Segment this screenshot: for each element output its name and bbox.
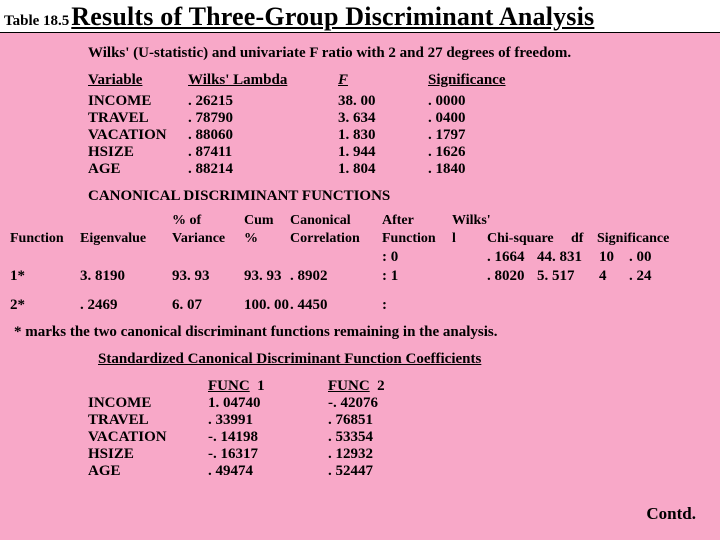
section1-header-row: Variable Wilks' Lambda F Significance bbox=[88, 72, 712, 89]
section2-header-row2: Function Eigenvalue Variance % Correlati… bbox=[10, 231, 712, 247]
table-label: Table 18.5 bbox=[4, 13, 69, 30]
section2-header-row1: % of Cum Canonical After Wilks' bbox=[10, 213, 712, 229]
content-area: Wilks' (U-statistic) and univariate F ra… bbox=[0, 32, 720, 480]
section3-header: FUNC 1 FUNC 2 bbox=[88, 378, 712, 395]
hdr-wilks-lambda: Wilks' Lambda bbox=[188, 72, 338, 89]
table-row: : 0 . 1664 44. 831 10 . 00 bbox=[10, 249, 712, 266]
table-row: AGE . 49474. 52447 bbox=[88, 463, 712, 480]
section2-caption: CANONICAL DISCRIMINANT FUNCTIONS bbox=[88, 188, 712, 205]
section1-data: INCOME. 2621538. 00. 0000 TRAVEL. 787903… bbox=[88, 93, 712, 178]
section1-subtitle: Wilks' (U-statistic) and univariate F ra… bbox=[88, 45, 712, 62]
page-title: Results of Three-Group Discriminant Anal… bbox=[71, 2, 594, 32]
table-row: VACATION. 880601. 830. 1797 bbox=[88, 127, 712, 144]
table-row: HSIZE-. 16317. 12932 bbox=[88, 446, 712, 463]
table-row: INCOME. 2621538. 00. 0000 bbox=[88, 93, 712, 110]
table-row: TRAVEL . 33991. 76851 bbox=[88, 412, 712, 429]
table-row: TRAVEL. 787903. 634. 0400 bbox=[88, 110, 712, 127]
hdr-f: F bbox=[338, 72, 348, 88]
section3-data: INCOME1. 04740-. 42076 TRAVEL . 33991. 7… bbox=[88, 395, 712, 480]
hdr-significance: Significance bbox=[428, 72, 538, 89]
section2-footnote: * marks the two canonical discriminant f… bbox=[14, 324, 712, 341]
section3-title: Standardized Canonical Discriminant Func… bbox=[98, 351, 712, 368]
table-row: 2* . 2469 6. 07 100. 00 . 4450 : bbox=[10, 297, 712, 314]
table-row: AGE. 882141. 804. 1840 bbox=[88, 161, 712, 178]
lambda-icon: l bbox=[452, 231, 487, 247]
table-row: INCOME1. 04740-. 42076 bbox=[88, 395, 712, 412]
table-row: VACATION-. 14198. 53354 bbox=[88, 429, 712, 446]
title-row: Table 18.5 Results of Three-Group Discri… bbox=[0, 0, 720, 32]
hdr-variable: Variable bbox=[88, 72, 188, 89]
table-row: HSIZE. 874111. 944. 1626 bbox=[88, 144, 712, 161]
continued-label: Contd. bbox=[646, 504, 696, 524]
table-row: 1* 3. 8190 93. 93 93. 93 . 8902 : 1 . 80… bbox=[10, 268, 712, 285]
